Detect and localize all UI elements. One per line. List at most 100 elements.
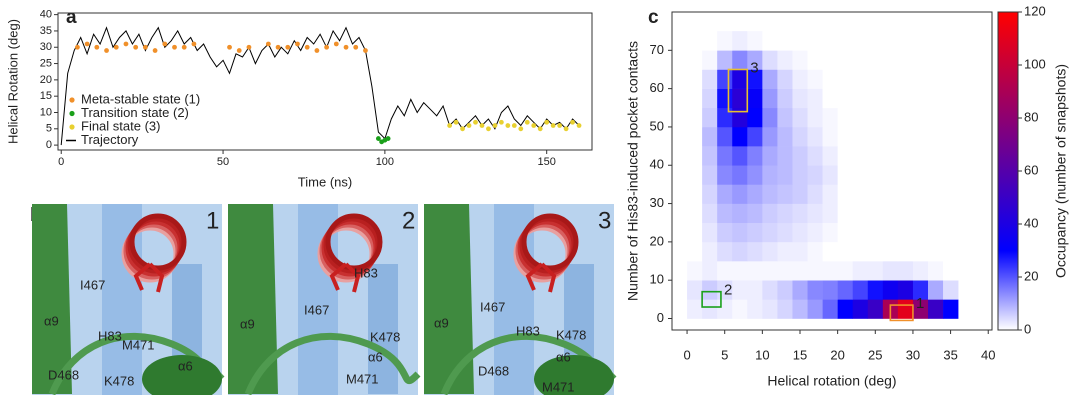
heat-cell	[687, 242, 702, 261]
state-point	[531, 123, 536, 128]
heat-cell	[762, 242, 777, 261]
helix-green	[228, 204, 278, 394]
heat-cell	[943, 184, 958, 203]
heat-cell	[777, 165, 792, 184]
x-tick-label: 0	[58, 156, 64, 168]
state-point	[305, 45, 310, 50]
x-tick-label: 25	[868, 347, 882, 362]
heat-cell	[762, 127, 777, 146]
colorbar-tick-label: 0	[1024, 321, 1031, 336]
heat-cell	[838, 50, 853, 69]
heat-cell	[747, 299, 762, 318]
y-axis-label: Number of His83-induced pocket contacts	[625, 41, 641, 301]
heat-cell	[747, 223, 762, 242]
heat-cell	[838, 299, 853, 318]
heat-cell	[747, 108, 762, 127]
x-tick-label: 150	[538, 156, 556, 168]
heat-cell	[762, 50, 777, 69]
heat-cell	[928, 242, 943, 261]
x-tick-label: 40	[981, 347, 995, 362]
heat-cell	[717, 261, 732, 280]
x-tick-label: 5	[721, 347, 728, 362]
view-number: 3	[598, 207, 611, 234]
heat-cell	[823, 223, 838, 242]
heat-cell	[732, 261, 747, 280]
heat-cell	[762, 108, 777, 127]
heat-cell	[702, 108, 717, 127]
heat-cell	[777, 184, 792, 203]
heat-cell	[702, 127, 717, 146]
x-tick-label: 30	[906, 347, 920, 362]
heat-cell	[913, 69, 928, 88]
y-tick-label: 5	[46, 123, 52, 135]
heat-cell	[853, 223, 868, 242]
residue-label: K478	[104, 373, 134, 388]
heat-cell	[913, 31, 928, 50]
heat-cell	[853, 31, 868, 50]
state-point	[538, 126, 543, 131]
state-point	[518, 126, 523, 131]
heat-cell	[687, 50, 702, 69]
heat-cell	[777, 261, 792, 280]
state-point	[499, 120, 504, 125]
heat-cell	[838, 108, 853, 127]
heat-cell	[823, 31, 838, 50]
state-point	[153, 48, 158, 53]
heat-cell	[868, 89, 883, 108]
heat-cell	[913, 204, 928, 223]
heat-cell	[702, 50, 717, 69]
heat-cell	[702, 261, 717, 280]
state-point	[512, 123, 517, 128]
residue-label: α6	[368, 349, 383, 364]
state-point	[114, 45, 119, 50]
heat-cell	[777, 299, 792, 318]
region-label: 1	[916, 295, 924, 312]
state-point	[192, 42, 197, 47]
heat-cell	[868, 299, 883, 318]
state-point	[334, 42, 339, 47]
heat-cell	[702, 280, 717, 299]
heat-cell	[868, 31, 883, 50]
heat-cell	[808, 299, 823, 318]
heat-cell	[853, 242, 868, 261]
heat-cell	[777, 31, 792, 50]
heat-cell	[898, 50, 913, 69]
heat-cell	[943, 89, 958, 108]
heat-cell	[823, 280, 838, 299]
heat-cell	[868, 69, 883, 88]
heat-cell	[747, 184, 762, 203]
x-axis-label: Helical rotation (deg)	[767, 373, 896, 389]
heat-cell	[732, 223, 747, 242]
heat-cell	[777, 146, 792, 165]
heat-cell	[717, 299, 732, 318]
heat-cell	[687, 223, 702, 242]
state-point	[467, 123, 472, 128]
legend-label: Trajectory	[81, 132, 139, 147]
heat-cell	[898, 184, 913, 203]
heat-cell	[853, 50, 868, 69]
x-tick-label: 15	[793, 347, 807, 362]
state-point	[133, 45, 138, 50]
heat-cell	[792, 108, 807, 127]
state-point	[104, 48, 109, 53]
colorbar-tick-label: 40	[1024, 215, 1038, 230]
residue-label: D468	[48, 367, 79, 382]
y-tick-label: 20	[40, 74, 52, 86]
colorbar-tick-label: 80	[1024, 109, 1038, 124]
heat-cell	[838, 223, 853, 242]
colorbar-tick-label: 120	[1024, 3, 1046, 18]
heat-cell	[792, 127, 807, 146]
state-point	[386, 136, 391, 141]
heat-cell	[943, 31, 958, 50]
state-point	[276, 45, 281, 50]
heat-cell	[883, 261, 898, 280]
heat-cell	[732, 146, 747, 165]
residue-label: H83	[98, 328, 122, 343]
heat-cell	[868, 280, 883, 299]
heat-cell	[853, 299, 868, 318]
heat-cell	[717, 89, 732, 108]
heat-cell	[838, 31, 853, 50]
y-tick-label: 20	[650, 233, 664, 248]
heat-cell	[762, 89, 777, 108]
residue-label: K478	[556, 327, 586, 342]
